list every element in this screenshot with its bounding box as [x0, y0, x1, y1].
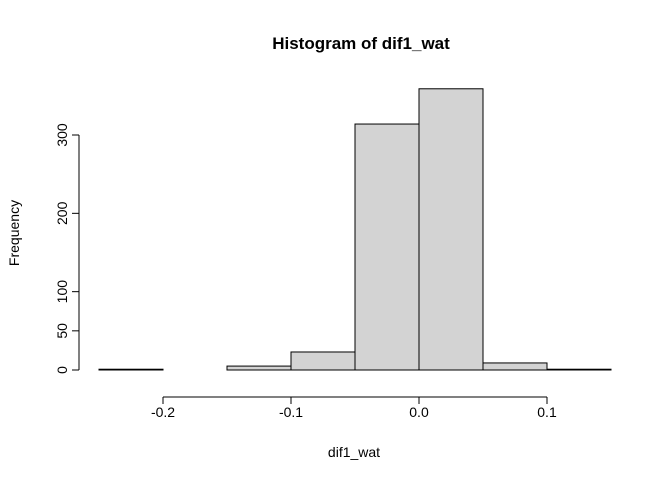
- y-tick-label: 300: [54, 123, 70, 147]
- y-tick-label: 50: [54, 323, 70, 339]
- histogram-bar: [354, 123, 420, 371]
- y-axis-label: Frequency: [6, 200, 22, 266]
- bars-layer: [98, 88, 612, 371]
- y-tick-label: 200: [54, 201, 70, 225]
- histogram-bar: [290, 351, 356, 371]
- x-tick-label: 0.1: [537, 404, 557, 420]
- x-tick-label: -0.1: [279, 404, 303, 420]
- x-tick-label: -0.2: [151, 404, 175, 420]
- chart-title: Histogram of dif1_wat: [272, 34, 450, 53]
- y-tick-label: 0: [54, 366, 70, 374]
- histogram-bar: [226, 365, 292, 371]
- histogram-bar: [418, 88, 484, 371]
- y-tick-label: 100: [54, 280, 70, 304]
- histogram-bar: [98, 368, 164, 371]
- histogram-bar: [482, 362, 548, 371]
- x-axis-label: dif1_wat: [328, 444, 380, 460]
- histogram-bar: [546, 368, 612, 371]
- x-tick-label: 0.0: [409, 404, 429, 420]
- x-axis: -0.2 -0.1 0.0 0.1: [151, 396, 557, 420]
- y-axis: 0 50 100 200 300: [54, 123, 80, 374]
